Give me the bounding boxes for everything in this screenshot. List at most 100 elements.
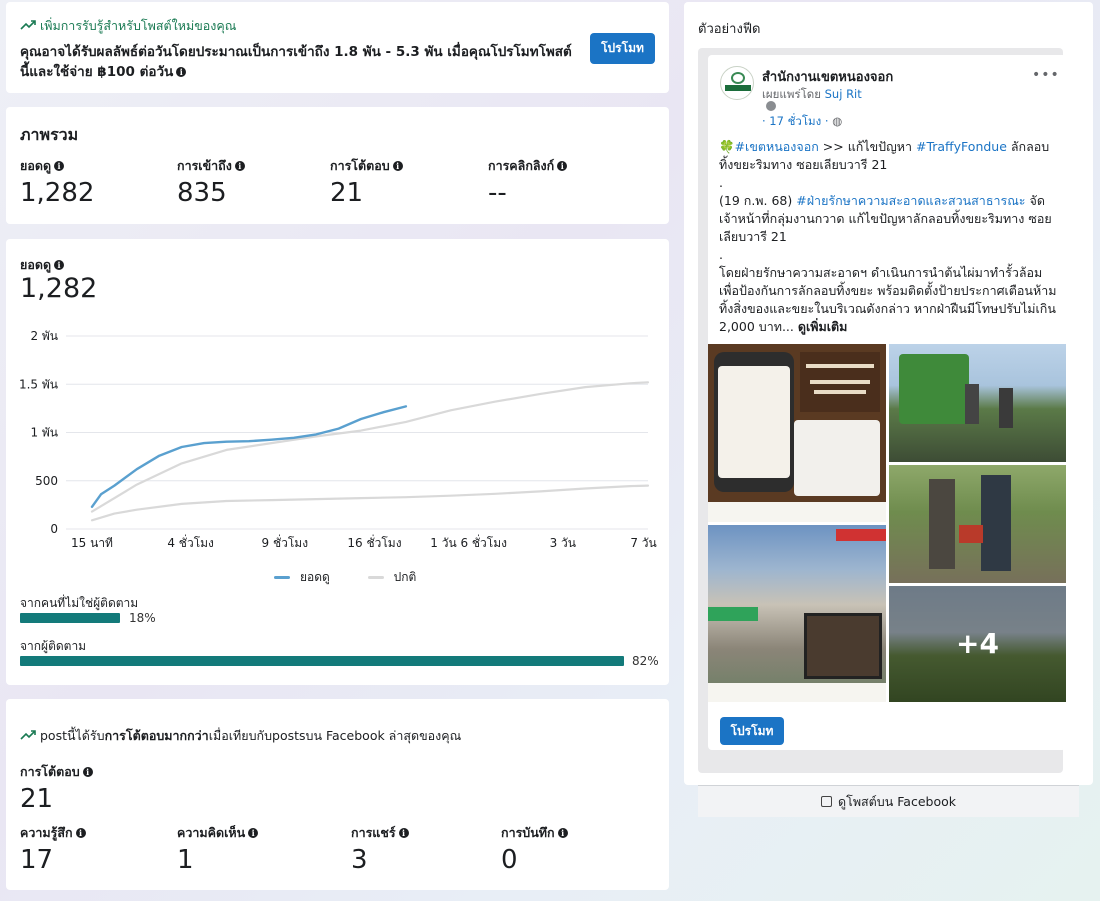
overview-title: ภาพรวม [20, 125, 79, 144]
series-line-views [90, 405, 408, 509]
more-photos-overlay[interactable]: +4 [889, 586, 1066, 702]
metric-shares: การแชร์ i 3 [351, 823, 409, 875]
views-label: ยอดดู i [20, 255, 65, 275]
info-icon[interactable]: i [557, 828, 568, 838]
published-by-label: เผยแพร่โดย [762, 87, 821, 101]
tool [959, 525, 983, 543]
metric-label: การคลิกลิงก์ [488, 158, 555, 173]
source-nonfollowers-bar [20, 613, 120, 623]
hashtag-link[interactable]: #เขตหนองจอก [734, 139, 819, 154]
post-time-text: · 17 ชั่วโมง · [762, 114, 829, 128]
legend-typical: ปกติ [393, 570, 417, 584]
engagement-headline: postนี้ได้รับการโต้ตอบมากกว่าเมื่อเทียบก… [20, 726, 461, 746]
worker [981, 475, 1011, 571]
feed-preview-frame: สำนักงานเขตหนองจอก เผยแพร่โดย Suj Rit · … [698, 48, 1079, 817]
source-nonfollowers-label: จากคนที่ไม่ใช่ผู้ติดตาม [20, 596, 139, 610]
legend-swatch-views [274, 576, 290, 579]
info-icon[interactable]: i [392, 161, 403, 171]
hashtag-link[interactable]: #ฝ่ายรักษาความสะอาดและสวนสาธารณะ [796, 193, 1026, 208]
photo-2[interactable] [889, 344, 1066, 462]
metric-label: ยอดดู [20, 158, 52, 173]
views-line-chart[interactable]: 0 500 1 พัน 1.5 พัน 2 พัน 15 นาที 4 ชั่วโมง 9 ช… [6, 324, 669, 554]
phone-mockup [714, 352, 794, 492]
garbage-truck [899, 354, 969, 424]
x-tick-label: 7 วัน [630, 536, 656, 550]
globe-icon: ◍ [832, 114, 843, 128]
source-followers-label: จากผู้ติดตาม [20, 639, 87, 653]
series-line-typical [90, 381, 650, 513]
post-dot: . [719, 247, 723, 262]
metric-label: การโต้ตอบ [20, 764, 80, 779]
info-icon[interactable]: i [54, 260, 65, 270]
post-dot: . [719, 175, 723, 190]
page-name[interactable]: สำนักงานเขตหนองจอก [762, 70, 894, 85]
views-label-text: ยอดดู [20, 257, 52, 272]
metric-value: 835 [177, 178, 227, 208]
photo-4[interactable] [708, 525, 886, 702]
metric-saves: การบันทึก i 0 [501, 823, 568, 875]
info-icon[interactable]: i [398, 828, 409, 838]
clover-icon: 🍀 [719, 139, 735, 154]
boost-message: คุณอาจได้รับผลลัพธ์ต่อวันโดยประมาณเป็นกา… [20, 42, 580, 82]
info-icon[interactable]: i [557, 161, 568, 171]
metric-value: -- [488, 178, 507, 208]
logo-ring [731, 72, 745, 84]
phone-photo [804, 613, 882, 679]
engagement-card: postนี้ได้รับการโต้ตอบมากกว่าเมื่อเทียบก… [6, 699, 669, 890]
worker [999, 388, 1013, 428]
info-icon[interactable]: i [248, 828, 259, 838]
y-tick-label: 2 พัน [30, 329, 58, 343]
hashtag-link[interactable]: #TraffyFondue [915, 139, 1007, 154]
before-badge [836, 529, 886, 541]
page-avatar[interactable] [720, 66, 754, 100]
info-icon[interactable]: i [54, 161, 65, 171]
photo-5[interactable]: +4 [889, 586, 1066, 702]
info-icon[interactable]: i [234, 161, 245, 171]
x-tick-label: 16 ชั่วโมง [347, 534, 401, 550]
publisher-link[interactable]: Suj Rit [824, 87, 862, 101]
post-line-3: โดยฝ่ายรักษาความสะอาดฯ ดำเนินการนำต้นไผ่… [719, 264, 1059, 336]
external-link-icon [820, 796, 832, 807]
y-tick-label: 1 พัน [30, 426, 58, 440]
view-on-facebook-text: ดูโพสต์บน Facebook [837, 794, 956, 809]
feed-preview-title: ตัวอย่างฟีด [698, 22, 761, 37]
worker [929, 479, 955, 569]
boost-tip: เพิ่มการรับรู้สำหรับโพสต์ใหม่ของคุณ [20, 16, 236, 36]
post-time[interactable]: · 17 ชั่วโมง · ◍ [762, 113, 842, 131]
view-on-facebook-link[interactable]: ดูโพสต์บน Facebook [698, 785, 1079, 817]
preview-promote-button[interactable]: โปรโมท [720, 717, 784, 745]
info-icon[interactable]: i [176, 67, 187, 77]
post-line-2-pre: (19 ก.พ. 68) [719, 193, 797, 208]
more-options-icon[interactable]: ••• [1032, 67, 1060, 83]
info-icon[interactable]: i [82, 767, 93, 777]
metric-views: ยอดดู i 1,282 [20, 156, 94, 208]
views-chart-card: ยอดดู i 1,282 0 500 1 พัน 1.5 พัน 2 พัน 15 นาท… [6, 239, 669, 685]
metric-value: 3 [351, 845, 368, 875]
photo-grid: +4 [708, 344, 1066, 702]
title-line [814, 390, 866, 394]
metric-value: 17 [20, 845, 54, 875]
metric-value: 1 [177, 845, 194, 875]
see-more-link[interactable]: ดูเพิ่มเติม [797, 319, 848, 334]
promote-button[interactable]: โปรโมท [590, 33, 655, 64]
metric-value: 1,282 [20, 178, 95, 208]
boost-message-text: คุณอาจได้รับผลลัพธ์ต่อวันโดยประมาณเป็นกา… [20, 44, 572, 80]
metric-label: ความรู้สึก [20, 825, 73, 840]
engagement-headline-bold: การโต้ตอบมากกว่า [104, 728, 209, 743]
metric-label: การแชร์ [351, 825, 396, 840]
engagement-total: การโต้ตอบ i 21 [20, 762, 93, 814]
x-tick-label: 3 วัน [550, 536, 576, 550]
post-line-2: (19 ก.พ. 68) #ฝ่ายรักษาความสะอาดและสวนสา… [719, 192, 1059, 246]
photo-1[interactable] [708, 344, 886, 522]
metric-label: ความคิดเห็น [177, 825, 246, 840]
info-icon[interactable]: i [75, 828, 86, 838]
metric-value: 21 [20, 784, 54, 814]
post-line-2-text: จัดเจ้าหน้าที่กลุ่มงานกวาด แก้ไขปัญหาลัก… [719, 193, 1052, 244]
logo-bar [725, 85, 751, 91]
engagement-headline-pre: postนี้ได้รับ [39, 728, 105, 743]
boost-suggestion-card: เพิ่มการรับรู้สำหรับโพสต์ใหม่ของคุณ คุณอ… [6, 2, 669, 93]
chart-legend: ยอดดู ปกติ [274, 568, 416, 587]
source-followers-pct: 82% [632, 654, 659, 668]
photo-3[interactable] [889, 465, 1066, 583]
source-followers-bar [20, 656, 624, 666]
